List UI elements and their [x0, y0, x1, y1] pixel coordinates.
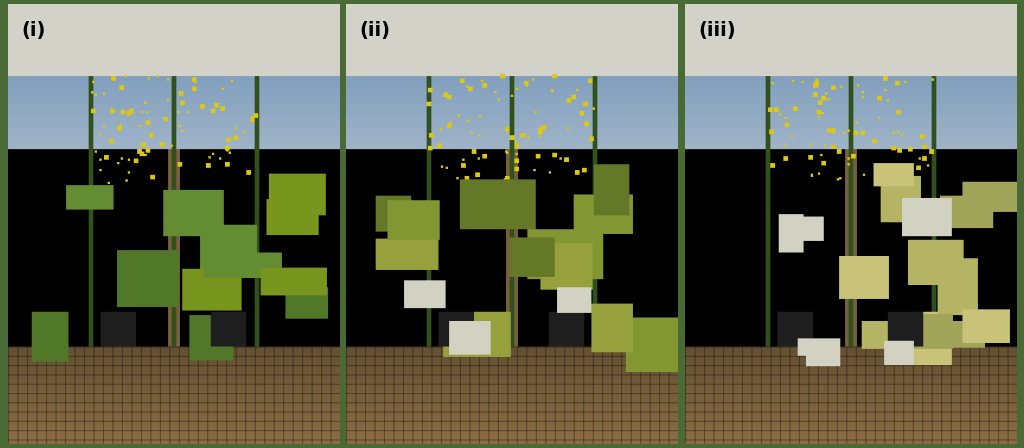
Text: (ii): (ii): [359, 21, 391, 40]
Text: (iii): (iii): [698, 21, 735, 40]
Text: (i): (i): [22, 21, 46, 40]
